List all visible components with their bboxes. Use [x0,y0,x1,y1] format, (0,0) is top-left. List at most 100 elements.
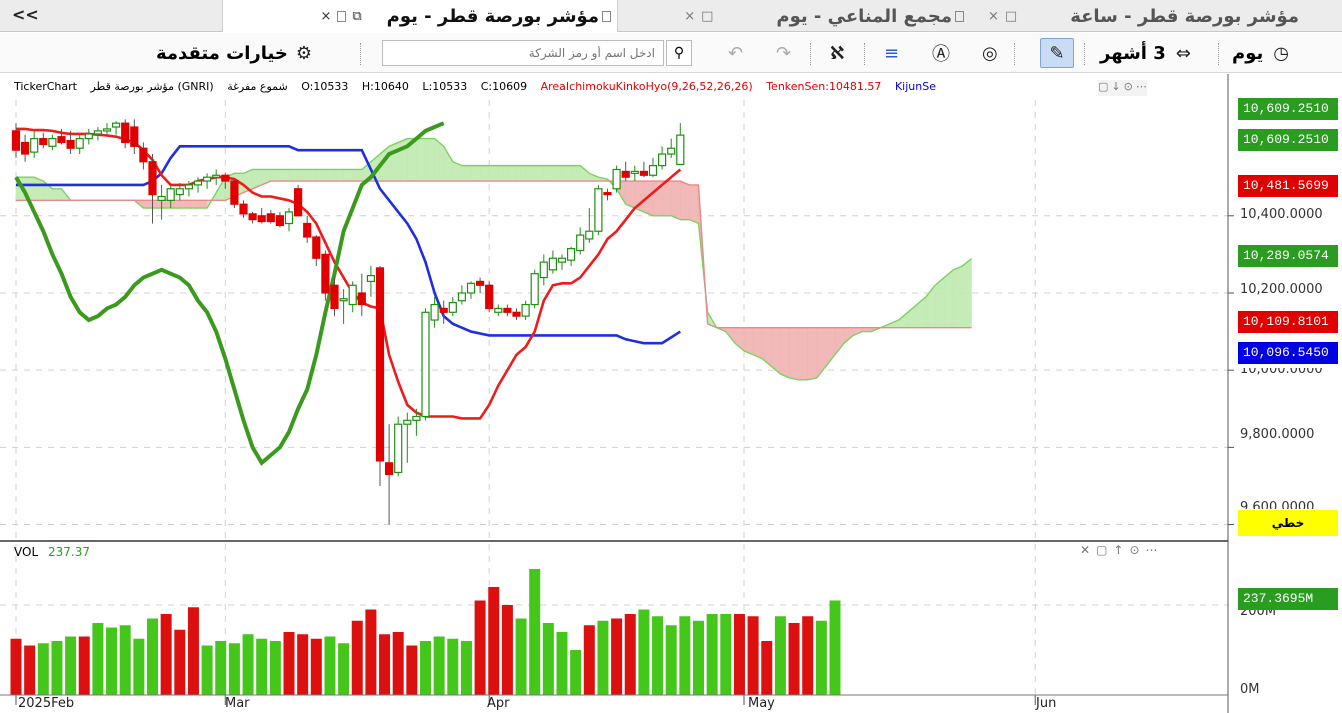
tab-indicator [955,10,964,22]
redo-button[interactable]: ↷ [776,33,791,73]
gear-icon: ⚙ [295,42,313,64]
volume-bar [802,616,814,695]
more-icon[interactable]: ⋯ [1145,543,1158,557]
undo-button[interactable]: ↶ [728,33,743,73]
drawing-tools-button[interactable]: ≡ [884,33,899,73]
candle-body [566,247,576,261]
volume-bar [147,618,158,695]
maximize-icon[interactable]: ▢ [1098,80,1109,93]
close-icon[interactable]: ✕ [1080,543,1091,557]
auto-button[interactable]: Ⓐ [932,33,950,73]
magnet-toggle[interactable]: ✎ [1040,38,1074,68]
toolbar-separator [1084,43,1085,65]
tab-qe-index-day[interactable]: × ⧉ مؤشر بورصة قطر - يوم [222,0,618,32]
volume-bar [433,636,445,695]
legend-app: TickerChart [14,80,77,93]
candle-body [321,253,330,294]
volume-bar [392,632,404,695]
company-search-input[interactable] [382,40,664,66]
lines-icon: ≡ [884,42,900,64]
volume-bar [515,618,527,695]
period-selector[interactable]: 3 أشهر ⇔ [1100,33,1191,73]
tab-scroll-button[interactable]: << [12,5,39,24]
cloud-segment [334,169,344,182]
cloud-segment [52,188,62,201]
cloud-segment [625,180,636,209]
candle-body [193,180,203,186]
interval-selector[interactable]: يوم ◷ [1232,33,1289,73]
volume-bar [501,605,513,695]
volume-bar [706,614,718,695]
settings-icon[interactable]: ⊙ [1123,80,1133,93]
volume-bar [829,600,841,695]
tab-bar: << × ⧉ مؤشر بورصة قطر - يوم × □ مجمع الم… [0,0,1342,32]
volume-bar [106,627,118,695]
up-arrow-icon[interactable]: ↑ [1113,543,1124,557]
indicators-button[interactable]: ℵ [830,33,844,73]
undo-icon: ↶ [728,42,744,64]
volume-bar [652,616,664,695]
cloud-segment [561,165,572,182]
chikou-span-line [14,121,445,466]
axis-label: 9,800.0000 [1240,427,1315,442]
volume-bar [420,641,431,695]
wave-circle-icon: ◎ [982,42,998,64]
cloud-segment [525,165,536,182]
cloud-segment [479,165,490,182]
cloud-segment [188,200,199,209]
candle-body [557,257,567,263]
maximize-icon[interactable]: □ [1004,8,1018,24]
volume-bar [665,625,677,695]
settings-icon[interactable]: ⊙ [1129,543,1140,557]
volume-bar [379,634,391,695]
tab-title: مجمع المناعي - يوم [776,5,952,27]
advanced-options-button[interactable]: خيارات متقدمة ⚙ [156,33,312,73]
volume-bar [37,643,49,695]
candle-body [84,133,93,140]
toolbar-separator [1014,43,1015,65]
volume-bar [570,650,582,695]
candle-body [130,126,139,147]
cloud-segment [488,165,499,182]
volume-bar [201,645,213,695]
volume-bar [78,636,90,695]
axis-label: 9,600.0000 [1240,500,1315,515]
down-arrow-icon[interactable]: ↓ [1111,80,1121,93]
more-icon[interactable]: ⋯ [1135,80,1147,93]
detach-icon[interactable]: ⧉ [352,8,362,24]
scale-type-button[interactable]: خطي [1238,510,1338,536]
cloud-segment [143,200,153,209]
search-button[interactable]: ⚲ [666,40,692,66]
maximize-icon[interactable] [337,10,347,22]
tab-title: مؤشر بورصة قطر - يوم [386,5,599,27]
maximize-icon[interactable]: □ [701,8,714,24]
candle-body [476,280,485,286]
close-icon[interactable]: × [320,8,332,24]
axis-label: 10,200.0000 [1240,282,1323,297]
volume-bar [310,638,322,695]
candle-body [494,307,503,313]
close-icon[interactable]: × [684,8,696,24]
candle-body [375,267,385,462]
candle-body [676,134,685,166]
candle-body [39,137,48,145]
tab-qe-index-hour[interactable]: × □ مؤشر بورصة قطر - ساعة [972,0,1342,32]
cloud-segment [179,200,190,209]
maximize-icon[interactable]: ▢ [1096,543,1108,557]
candle-body [121,122,130,144]
tab-mannai-day[interactable]: × □ مجمع المناعي - يوم [620,0,970,32]
volume-bar [542,623,554,695]
price-tag-kijun: 10,096.5450 [1238,342,1338,364]
candle-body [603,192,612,196]
clock-icon: ◷ [1273,42,1289,64]
volume-bar [92,623,104,695]
volume-bar [174,629,186,695]
cloud-segment [352,169,363,182]
close-icon[interactable]: × [988,8,999,24]
candle-body [539,261,548,279]
volume-bar [488,587,500,695]
candle-body [421,311,430,418]
chart-style-button[interactable]: ◎ [982,33,998,73]
cloud-segment [534,165,545,182]
